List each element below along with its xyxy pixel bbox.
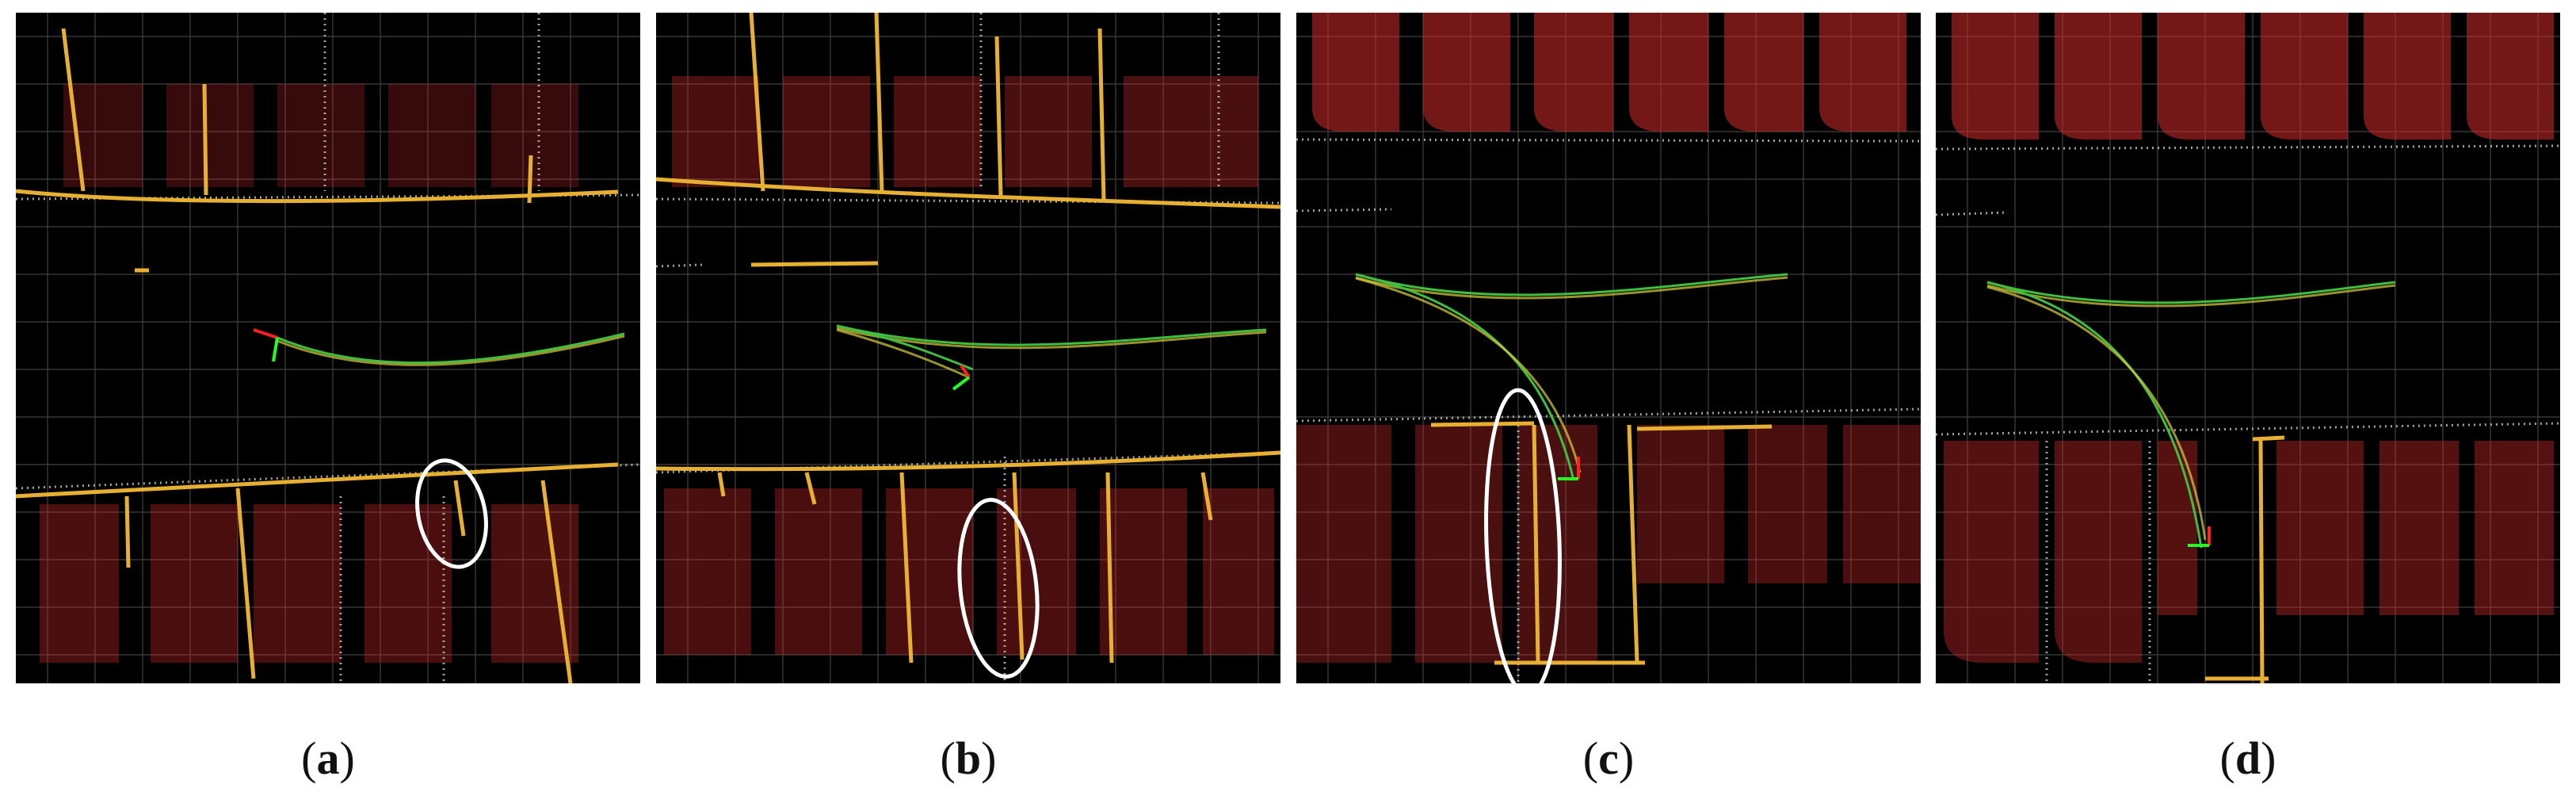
panel-a-svg bbox=[16, 13, 640, 683]
pose-axes bbox=[2188, 526, 2211, 547]
panel-c-svg bbox=[1296, 13, 1921, 683]
yellow-lines-bottom bbox=[656, 450, 1280, 664]
yellow-lines-top bbox=[16, 28, 619, 273]
parking-cloud-top bbox=[672, 76, 1258, 187]
panel-d-svg bbox=[1936, 13, 2560, 683]
trajectory bbox=[277, 332, 625, 366]
pose-axes bbox=[952, 364, 971, 391]
white-cloud-bottom bbox=[656, 451, 1280, 683]
trajectory bbox=[1355, 273, 1788, 481]
parking-cloud-top bbox=[63, 84, 578, 187]
grid bbox=[656, 13, 1280, 683]
panel-d-map bbox=[1936, 13, 2560, 683]
pose-axes bbox=[253, 328, 279, 362]
white-cloud-top bbox=[16, 13, 640, 201]
yellow-lines-bottom bbox=[16, 462, 619, 683]
highlight-ellipse bbox=[1484, 388, 1562, 683]
caption-c: (c) bbox=[1582, 732, 1635, 784]
white-cloud-bottom bbox=[16, 463, 640, 683]
parking-cloud-bottom bbox=[40, 504, 578, 663]
white-cloud-top bbox=[1936, 144, 2560, 216]
parking-cloud-top bbox=[1952, 13, 2554, 140]
caption-a: (a) bbox=[301, 732, 355, 784]
panel-b-svg bbox=[656, 13, 1280, 683]
parking-cloud-top bbox=[1312, 13, 1906, 132]
grid bbox=[1296, 13, 1921, 683]
yellow-lines-bottom bbox=[1430, 421, 1773, 665]
trajectory bbox=[836, 324, 1267, 379]
yellow-lines-top bbox=[656, 13, 1280, 267]
caption-b: (b) bbox=[940, 732, 997, 784]
white-cloud-bottom bbox=[1296, 407, 1921, 683]
highlight-ellipse bbox=[957, 498, 1040, 679]
grid bbox=[1936, 13, 2560, 683]
white-cloud-top bbox=[656, 13, 1280, 268]
panel-a-map bbox=[16, 13, 640, 683]
trajectory bbox=[1986, 281, 2396, 549]
highlight-ellipse bbox=[415, 458, 488, 569]
yellow-lines-bottom bbox=[2205, 435, 2285, 683]
panel-c-map bbox=[1296, 13, 1921, 683]
panel-b-map bbox=[656, 13, 1280, 683]
caption-d: (d) bbox=[2219, 732, 2276, 784]
white-cloud-bottom bbox=[1936, 422, 2560, 683]
parking-cloud-bottom bbox=[1944, 441, 2554, 663]
pose-axes bbox=[1558, 457, 1580, 480]
